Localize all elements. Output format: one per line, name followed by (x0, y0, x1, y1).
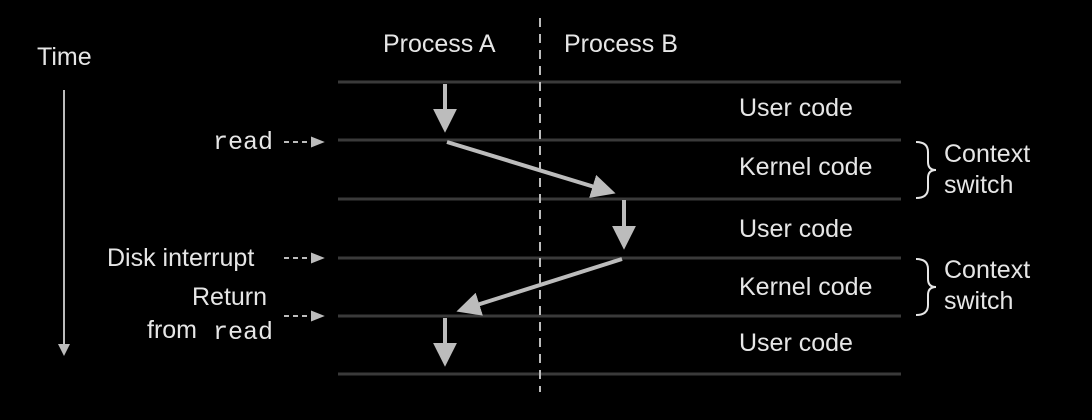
control-flow (433, 84, 636, 367)
brace-1 (915, 141, 937, 199)
flow-b-to-a-switch (456, 257, 623, 316)
band-label-kernel-2: Kernel code (739, 273, 873, 301)
band-label-user-2: User code (739, 215, 853, 243)
band-label-user-1: User code (739, 94, 853, 122)
time-axis-arrow (58, 90, 70, 356)
brace-2 (915, 258, 937, 316)
event-return-line1: Return (192, 283, 268, 311)
process-a-header: Process A (383, 30, 496, 58)
time-label: Time (37, 43, 92, 71)
context-switch-2-line2: switch (944, 287, 1014, 315)
context-switch-1-line1: Context (944, 140, 1031, 168)
process-b-header: Process B (564, 30, 678, 58)
band-label-user-3: User code (739, 329, 853, 357)
context-switch-1-line2: switch (944, 171, 1014, 199)
band-separators (338, 80, 901, 376)
event-return-read: read (213, 318, 274, 347)
flow-a-to-b-switch (446, 140, 616, 198)
event-read-label: read (213, 128, 274, 157)
context-switch-2-line1: Context (944, 256, 1031, 284)
event-return-from: from (147, 316, 197, 344)
event-pointers (284, 136, 325, 322)
context-switch-braces (915, 141, 937, 316)
band-label-kernel-1: Kernel code (739, 153, 873, 181)
event-disk-interrupt-label: Disk interrupt (107, 244, 255, 272)
